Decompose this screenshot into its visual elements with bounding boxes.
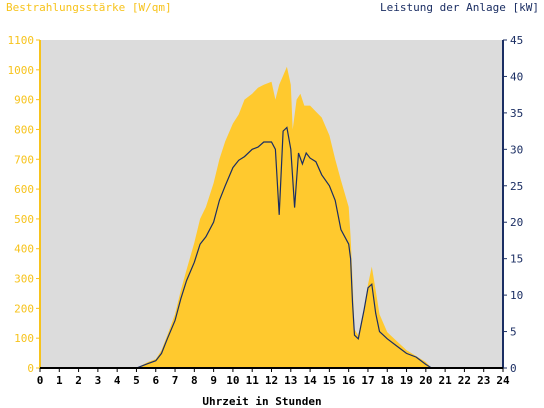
- left-tick-label: 400: [14, 243, 34, 256]
- left-tick-label: 500: [14, 213, 34, 226]
- right-tick-label: 30: [510, 143, 523, 156]
- x-tick-label: 18: [381, 374, 394, 387]
- x-tick-label: 13: [284, 374, 297, 387]
- x-tick-label: 21: [439, 374, 453, 387]
- left-tick-label: 0: [27, 362, 34, 375]
- right-tick-label: 40: [510, 70, 523, 83]
- x-tick-label: 19: [400, 374, 413, 387]
- left-axis-title: Bestrahlungsstärke [W/qm]: [6, 1, 172, 14]
- left-tick-label: 700: [14, 153, 34, 166]
- power-line: [40, 126, 503, 369]
- right-tick-label: 20: [510, 216, 523, 229]
- left-tick-label: 800: [14, 123, 34, 136]
- x-tick-label: 15: [323, 374, 336, 387]
- x-tick-label: 1: [56, 374, 63, 387]
- x-tick-label: 14: [303, 374, 317, 387]
- x-tick-label: 20: [419, 374, 432, 387]
- left-tick-label: 900: [14, 94, 34, 107]
- x-tick-label: 11: [246, 374, 260, 387]
- right-tick-label: 35: [510, 107, 523, 120]
- right-tick-label: 45: [510, 34, 523, 47]
- right-tick-label: 15: [510, 253, 523, 266]
- x-tick-label: 6: [152, 374, 159, 387]
- right-axis-title: Leistung der Anlage [kW]: [380, 1, 539, 14]
- x-tick-label: 8: [191, 374, 198, 387]
- x-tick-label: 24: [496, 374, 510, 387]
- left-tick-label: 100: [14, 332, 34, 345]
- irradiance-area: [40, 66, 503, 369]
- left-tick-label: 1100: [8, 34, 35, 47]
- x-tick-label: 10: [226, 374, 239, 387]
- x-tick-label: 2: [75, 374, 82, 387]
- x-tick-label: 23: [477, 374, 490, 387]
- right-tick-label: 5: [510, 326, 517, 339]
- x-tick-label: 9: [210, 374, 217, 387]
- x-tick-label: 4: [114, 374, 121, 387]
- x-tick-label: 5: [133, 374, 140, 387]
- left-tick-label: 600: [14, 183, 34, 196]
- x-tick-label: 0: [37, 374, 44, 387]
- x-tick-label: 12: [265, 374, 278, 387]
- left-tick-label: 300: [14, 273, 34, 286]
- right-tick-label: 10: [510, 289, 523, 302]
- left-tick-label: 200: [14, 302, 34, 315]
- left-tick-label: 1000: [8, 64, 35, 77]
- x-tick-label: 17: [361, 374, 374, 387]
- x-tick-label: 7: [172, 374, 179, 387]
- x-axis-label: Uhrzeit in Stunden: [202, 395, 321, 408]
- x-tick-label: 16: [342, 374, 356, 387]
- right-tick-label: 25: [510, 180, 523, 193]
- x-tick-label: 3: [95, 374, 102, 387]
- right-tick-label: 0: [510, 362, 517, 375]
- x-tick-label: 22: [458, 374, 471, 387]
